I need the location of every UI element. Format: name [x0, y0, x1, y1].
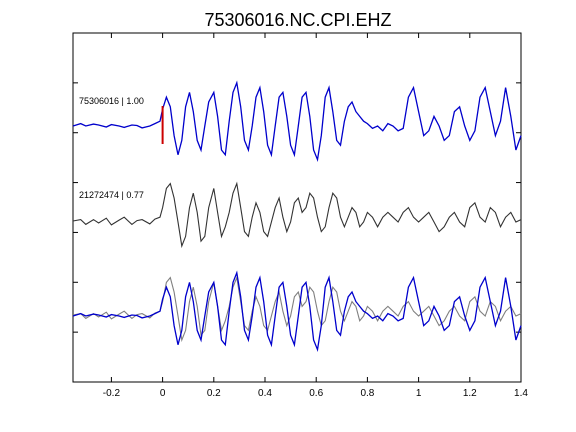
overlay-gray-line [72, 275, 522, 343]
trace-1-line [72, 80, 522, 163]
chart-title: 75306016.NC.CPI.EHZ [204, 10, 391, 30]
x-tick-label: 1.4 [514, 388, 528, 399]
x-tick-label: 0.6 [309, 388, 323, 399]
axis-ticks: -0.2 0 0.2 0.4 0.6 0.8 1 1.2 1.4 [73, 33, 528, 399]
x-tick-label: 1 [416, 388, 422, 399]
traces-layer [72, 80, 522, 353]
x-tick-label: 1.2 [463, 388, 477, 399]
trace-2-line [72, 181, 522, 249]
overlay-blue-line [72, 270, 522, 353]
x-tick-label: 0.8 [360, 388, 374, 399]
x-tick-label: 0.4 [258, 388, 272, 399]
x-tick-label: 0 [160, 388, 166, 399]
x-tick-label: -0.2 [103, 388, 121, 399]
trace-labels: 75306016 | 1.00 21272474 | 0.77 [79, 96, 144, 200]
trace-label: 21272474 | 0.77 [79, 190, 144, 200]
x-tick-label: 0.2 [207, 388, 221, 399]
trace-label: 75306016 | 1.00 [79, 96, 144, 106]
